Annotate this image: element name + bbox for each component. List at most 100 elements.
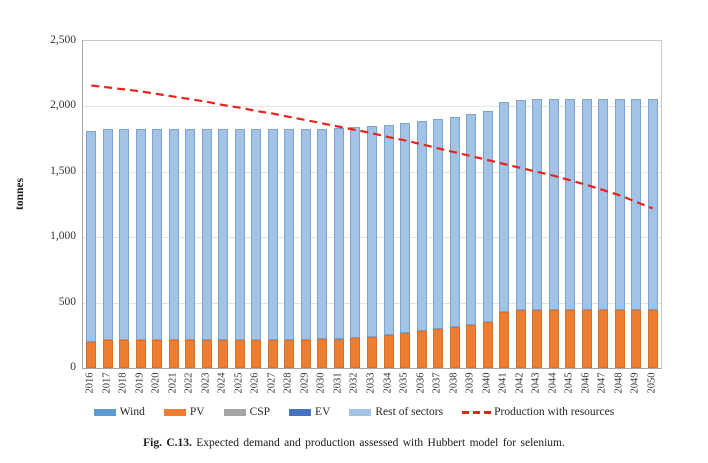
bar-segment-rest-of-sectors-2031 bbox=[333, 128, 344, 339]
y-tick-2,500: 2,500 bbox=[50, 34, 76, 46]
bar-2043 bbox=[532, 41, 543, 368]
bar-segment-rest-of-sectors-2024 bbox=[218, 129, 229, 340]
bar-2048 bbox=[614, 41, 625, 368]
legend-label: PV bbox=[189, 406, 205, 418]
bar-segment-rest-of-sectors-2030 bbox=[317, 128, 328, 340]
bar-2037 bbox=[433, 41, 444, 368]
bar-2032 bbox=[350, 41, 361, 368]
bar-2027 bbox=[267, 41, 278, 368]
y-tick-1,500: 1,500 bbox=[50, 164, 76, 177]
bar-2041 bbox=[499, 41, 510, 368]
y-tick-0: 0 bbox=[70, 361, 76, 373]
bar-segment-rest-of-sectors-2021 bbox=[168, 129, 179, 340]
bar-segment-rest-of-sectors-2043 bbox=[532, 99, 543, 310]
legend-swatch-icon bbox=[349, 408, 372, 416]
legend-label: EV bbox=[315, 406, 331, 418]
legend-label: Rest of sectors bbox=[375, 406, 444, 418]
bar-segment-pv-2025 bbox=[234, 339, 245, 368]
bar-segment-rest-of-sectors-2045 bbox=[565, 99, 576, 310]
x-tick-2047: 2047 bbox=[596, 372, 608, 393]
bar-2021 bbox=[168, 41, 179, 368]
bar-segment-pv-2017 bbox=[102, 339, 113, 368]
legend-swatch-icon bbox=[163, 408, 186, 416]
bar-segment-pv-2029 bbox=[300, 339, 311, 368]
bar-segment-pv-2022 bbox=[185, 339, 196, 368]
x-tick-2041: 2041 bbox=[497, 372, 509, 393]
x-tick-2033: 2033 bbox=[365, 372, 377, 393]
x-tick-2020: 2020 bbox=[150, 372, 162, 393]
legend-label: Wind bbox=[119, 406, 145, 418]
bar-2031 bbox=[333, 41, 344, 368]
x-tick-2016: 2016 bbox=[84, 372, 96, 393]
bar-segment-pv-2030 bbox=[317, 339, 328, 368]
bar-2047 bbox=[598, 41, 609, 368]
bar-segment-pv-2016 bbox=[86, 341, 97, 368]
bar-segment-rest-of-sectors-2048 bbox=[614, 99, 625, 310]
bar-segment-rest-of-sectors-2044 bbox=[548, 99, 559, 310]
bar-segment-rest-of-sectors-2032 bbox=[350, 127, 361, 338]
x-tick-2048: 2048 bbox=[613, 372, 625, 393]
bar-segment-rest-of-sectors-2025 bbox=[234, 129, 245, 340]
bar-segment-pv-2036 bbox=[416, 331, 427, 368]
bar-segment-pv-2038 bbox=[449, 327, 460, 368]
y-tick-2,000: 2,000 bbox=[50, 99, 76, 112]
bar-segment-rest-of-sectors-2042 bbox=[515, 99, 526, 311]
bar-2023 bbox=[201, 41, 212, 368]
bar-segment-pv-2041 bbox=[499, 312, 510, 368]
bar-segment-pv-2018 bbox=[119, 339, 130, 368]
bar-segment-pv-2046 bbox=[581, 309, 592, 368]
x-tick-2017: 2017 bbox=[101, 372, 113, 393]
bar-2017 bbox=[102, 41, 113, 368]
bar-2028 bbox=[284, 41, 295, 368]
bar-segment-rest-of-sectors-2020 bbox=[152, 129, 163, 340]
bar-segment-rest-of-sectors-2039 bbox=[466, 114, 477, 325]
x-tick-2019: 2019 bbox=[134, 372, 146, 393]
bar-segment-pv-2048 bbox=[614, 309, 625, 368]
bar-2050 bbox=[647, 41, 658, 368]
bar-2018 bbox=[119, 41, 130, 368]
bar-segment-pv-2047 bbox=[598, 309, 609, 368]
bar-segment-rest-of-sectors-2049 bbox=[631, 99, 642, 310]
x-tick-2030: 2030 bbox=[315, 372, 327, 393]
bar-2036 bbox=[416, 41, 427, 368]
legend-swatch-icon bbox=[223, 408, 246, 416]
x-tick-2049: 2049 bbox=[629, 372, 641, 393]
plot-area bbox=[82, 40, 662, 369]
x-tick-2021: 2021 bbox=[167, 372, 179, 393]
legend-item-csp: CSP bbox=[223, 406, 270, 418]
bar-segment-rest-of-sectors-2022 bbox=[185, 129, 196, 340]
bar-segment-rest-of-sectors-2036 bbox=[416, 120, 427, 332]
figure-caption-label: Fig. C.13. bbox=[143, 437, 192, 449]
legend-label: Production with resources bbox=[494, 406, 615, 418]
bar-segment-pv-2039 bbox=[466, 324, 477, 368]
bar-segment-rest-of-sectors-2016 bbox=[86, 131, 97, 342]
legend-item-ev: EV bbox=[289, 406, 330, 418]
bar-2049 bbox=[631, 41, 642, 368]
bar-segment-pv-2023 bbox=[201, 339, 212, 368]
x-tick-2024: 2024 bbox=[216, 372, 228, 393]
bar-segment-rest-of-sectors-2028 bbox=[284, 129, 295, 340]
y-tick-500: 500 bbox=[58, 295, 76, 308]
bar-segment-pv-2026 bbox=[251, 339, 262, 368]
legend-dashed-line-icon bbox=[462, 410, 493, 414]
bar-segment-rest-of-sectors-2038 bbox=[449, 116, 460, 328]
x-tick-2028: 2028 bbox=[282, 372, 294, 393]
bar-segment-pv-2024 bbox=[218, 339, 229, 368]
figure-caption: Fig. C.13. Expected demand and productio… bbox=[0, 437, 708, 449]
x-tick-2027: 2027 bbox=[266, 372, 278, 393]
bar-2030 bbox=[317, 41, 328, 368]
bar-segment-pv-2045 bbox=[565, 309, 576, 368]
x-tick-2034: 2034 bbox=[382, 372, 393, 393]
bar-segment-rest-of-sectors-2017 bbox=[102, 129, 113, 340]
bar-segment-rest-of-sectors-2037 bbox=[433, 118, 444, 330]
legend-item-production-with-resources: Production with resources bbox=[462, 406, 614, 418]
x-tick-2043: 2043 bbox=[530, 372, 542, 393]
bar-2038 bbox=[449, 41, 460, 368]
bar-2020 bbox=[152, 41, 163, 368]
x-tick-2046: 2046 bbox=[580, 372, 592, 393]
bar-segment-pv-2035 bbox=[400, 333, 411, 368]
bar-segment-pv-2050 bbox=[647, 309, 658, 368]
y-tick-1,000: 1,000 bbox=[50, 230, 76, 243]
legend-swatch-icon bbox=[93, 408, 116, 416]
